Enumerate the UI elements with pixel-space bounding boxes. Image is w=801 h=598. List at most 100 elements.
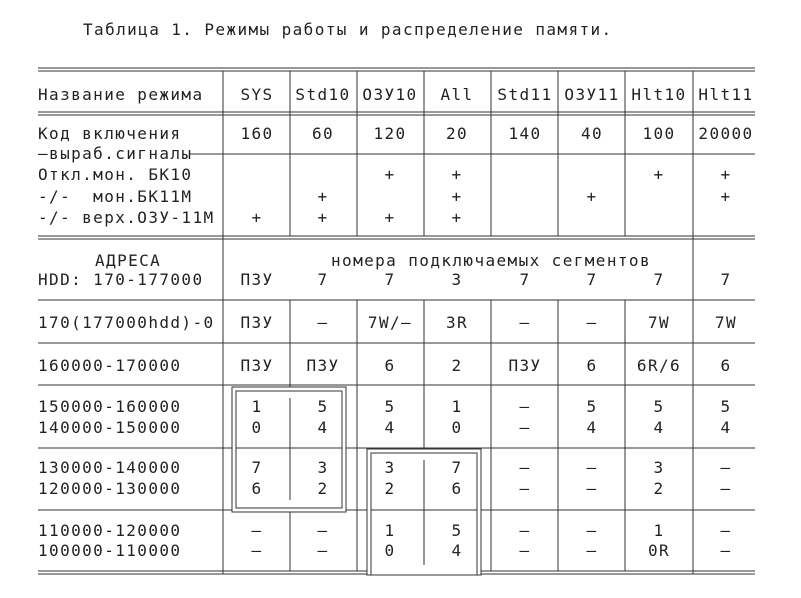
segment-value: – [586,458,598,477]
column-header: All [440,85,474,104]
segment-value: 4 [653,418,665,437]
code-value: 120 [373,124,407,143]
hdd-segment-value: 7 [653,270,665,289]
code-row-label: Код включения [38,124,182,143]
code-value: 20000 [698,124,754,143]
code-value: 20 [445,124,469,143]
segment-value: – [519,521,531,540]
column-header: SYS [240,85,274,104]
segment-value: 2 [451,356,463,375]
segment-value: 3 [317,458,329,477]
segment-value: 7W/– [367,313,413,332]
signal-mark: + [317,186,329,206]
hdd-segment-value: 7 [519,270,531,289]
segment-value: – [586,541,598,560]
segment-value: 7 [251,458,263,477]
column-header: Std11 [497,85,553,104]
segment-value: ПЗУ [240,356,274,375]
segment-value: 1 [251,397,263,416]
segment-value: – [519,479,531,498]
address-header-label: АДРЕСА [95,251,162,270]
segment-value: 4 [720,418,732,437]
code-value: 40 [580,124,604,143]
segment-value: – [519,397,531,416]
segment-value: 1 [384,521,396,540]
hdd-segment-value: 7 [586,270,598,289]
segment-value: 5 [384,397,396,416]
signal-mark: + [384,165,396,184]
address-range-label: 120000-130000 [38,479,182,498]
address-range-label: 160000-170000 [38,356,182,375]
segment-value: – [251,521,263,540]
hdd-segment-value: 3 [451,270,463,289]
column-header: ОЗУ11 [564,85,620,104]
segment-value: – [251,541,263,560]
segments-caption: номера подключаемых сегментов [331,251,651,270]
segment-value: 6R/6 [636,356,682,375]
segment-value: 6 [451,479,463,498]
segment-value: 0 [384,541,396,560]
segment-value: – [317,521,329,540]
segment-value: ПЗУ [240,313,274,332]
segment-value: – [720,479,732,498]
segment-value: 4 [384,418,396,437]
code-value: 160 [240,124,274,143]
address-range-label: 100000-110000 [38,541,182,560]
address-range-label: 150000-160000 [38,397,182,416]
hdd-address-label: HDD: 170-177000 [38,270,204,289]
signal-mark: + [720,165,732,184]
signal-mark: + [384,208,396,227]
segment-value: 3R [445,313,469,332]
segment-value: 6 [586,356,598,375]
segment-value: – [317,313,329,332]
column-header: ОЗУ10 [362,85,418,104]
signal-mark: + [451,165,463,184]
segment-value: 7 [451,458,463,477]
segment-value: 0 [451,418,463,437]
signal-mark: + [586,186,598,206]
segment-value: 5 [586,397,598,416]
segment-value: 7W [647,313,671,332]
address-range-label: 110000-120000 [38,521,182,540]
hdd-segment-value: 7 [720,270,732,289]
segment-value: 0 [251,418,263,437]
segment-value: 3 [653,458,665,477]
segment-box-ozu10-all [366,448,482,576]
segment-value: 4 [317,418,329,437]
segment-value: – [720,541,732,560]
segment-value: – [586,521,598,540]
segment-value: 2 [317,479,329,498]
signal-row-label: -/- мон.БК11М [38,186,193,206]
segment-value: 7W [714,313,738,332]
hdd-segment-value: ПЗУ [240,270,274,289]
segment-value: – [317,541,329,560]
hdd-segment-value: 7 [317,270,329,289]
segment-value: 5 [653,397,665,416]
segment-value: 5 [317,397,329,416]
segment-value: 5 [720,397,732,416]
signal-row-label: Откл.мон. БК10 [38,165,193,184]
segment-value: 1 [653,521,665,540]
signal-mark: + [653,165,665,184]
segment-value: 6 [720,356,732,375]
code-value: 140 [508,124,542,143]
segment-value: 1 [451,397,463,416]
segment-value: 3 [384,458,396,477]
segment-box-sys-std10 [231,386,347,513]
segment-value: ПЗУ [306,356,340,375]
address-range-label: 130000-140000 [38,458,182,477]
segment-value: 6 [384,356,396,375]
segment-value: – [586,479,598,498]
signal-mark: + [720,186,732,206]
table-caption: Таблица 1. Режимы работы и распределение… [83,20,613,39]
segment-value: 2 [384,479,396,498]
signals-section-label: —выраб.сигналы [38,144,193,163]
segment-value: 5 [451,521,463,540]
column-header: Hlt10 [631,85,687,104]
segment-value: – [519,418,531,437]
column-header: Std10 [295,85,351,104]
header-mode-name-label: Название режима [38,85,204,104]
segment-value: – [519,458,531,477]
